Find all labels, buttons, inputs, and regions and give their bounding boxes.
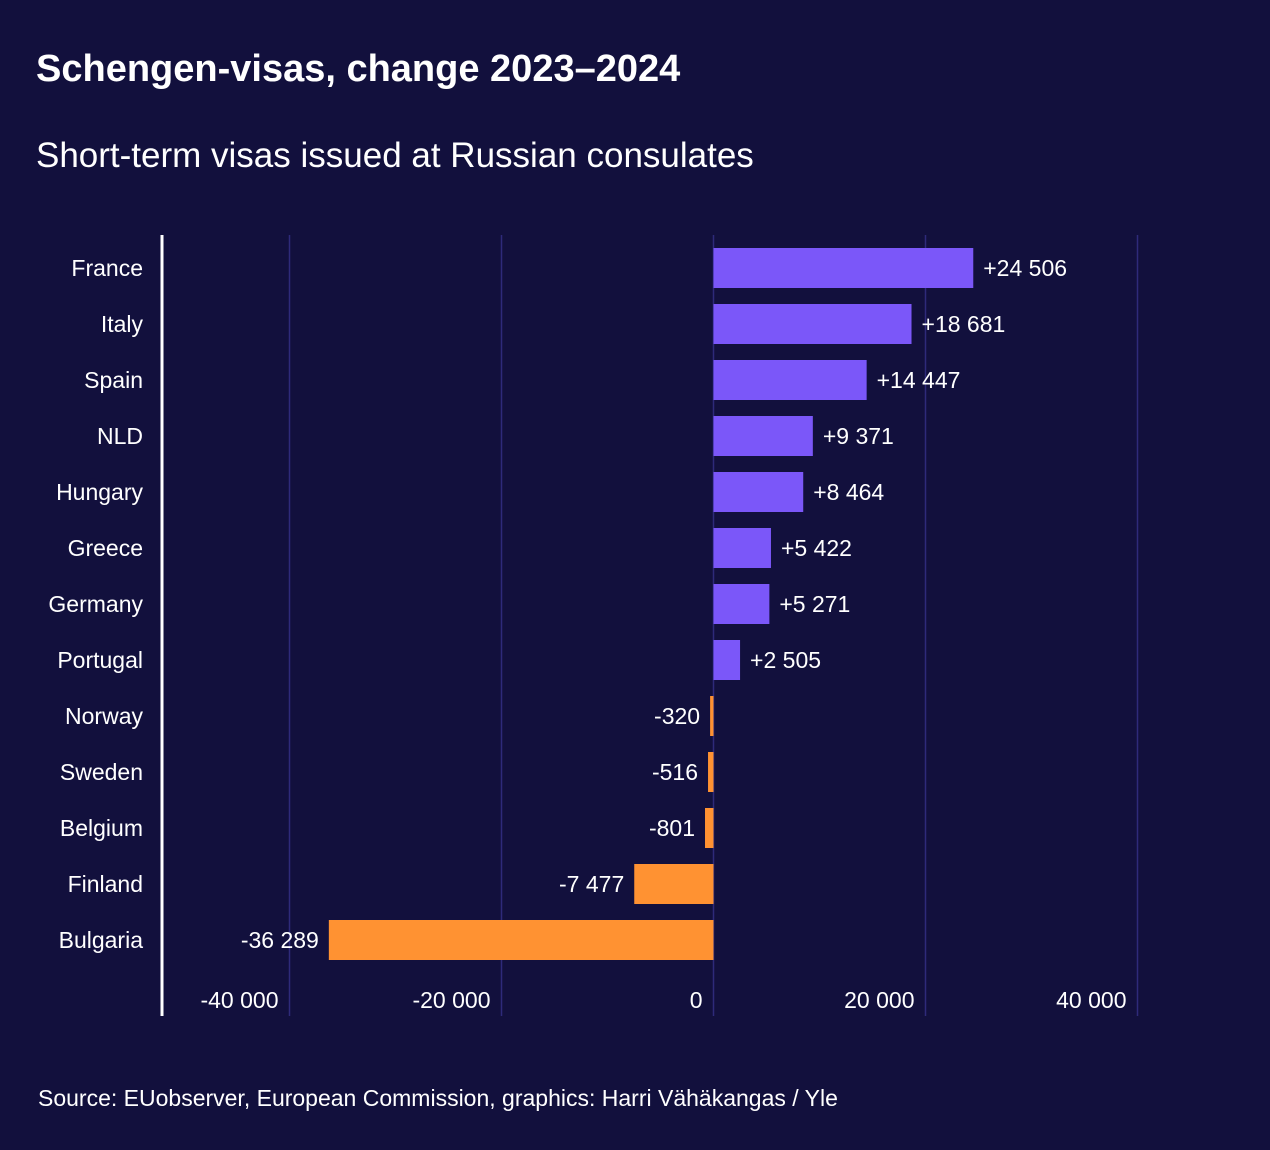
chart-title: Schengen-visas, change 2023–2024 <box>36 48 681 90</box>
data-label-portugal: +2 505 <box>750 647 821 673</box>
bar-belgium <box>705 808 714 848</box>
source-note: Source: EUobserver, European Commission,… <box>38 1085 838 1111</box>
category-label-nld: NLD <box>97 423 143 449</box>
bar-hungary <box>713 472 804 512</box>
bars <box>328 248 974 960</box>
bar-sweden <box>708 752 714 792</box>
bar-germany <box>713 584 770 624</box>
data-label-hungary: +8 464 <box>813 479 884 505</box>
category-label-sweden: Sweden <box>60 759 143 785</box>
category-label-germany: Germany <box>48 591 143 617</box>
category-label-france: France <box>71 255 143 281</box>
category-label-bulgaria: Bulgaria <box>59 927 144 953</box>
data-label-norway: -320 <box>654 703 700 729</box>
category-label-spain: Spain <box>84 367 143 393</box>
bar-nld <box>713 416 813 456</box>
x-tick-labels: -40 000 -20 000 0 20 000 40 000 <box>200 987 1126 1013</box>
bar-portugal <box>713 640 741 680</box>
data-label-nld: +9 371 <box>823 423 894 449</box>
bar-norway <box>710 696 714 736</box>
category-label-hungary: Hungary <box>56 479 143 505</box>
data-label-france: +24 506 <box>983 255 1067 281</box>
category-label-greece: Greece <box>68 535 143 561</box>
bar-spain <box>713 360 867 400</box>
data-label-bulgaria: -36 289 <box>241 927 319 953</box>
data-label-spain: +14 447 <box>877 367 961 393</box>
data-label-germany: +5 271 <box>779 591 850 617</box>
x-tick-label-0: -40 000 <box>200 987 278 1013</box>
category-label-finland: Finland <box>68 871 143 897</box>
bar-italy <box>713 304 912 344</box>
chart-subtitle: Short-term visas issued at Russian consu… <box>36 136 754 175</box>
category-label-belgium: Belgium <box>60 815 143 841</box>
data-label-belgium: -801 <box>649 815 695 841</box>
value-labels: +24 506 +18 681 +14 447 +9 371 +8 464 +5 422 +… <box>241 255 1067 953</box>
x-tick-label-3: 20 000 <box>844 987 914 1013</box>
data-label-finland: -7 477 <box>559 871 624 897</box>
bar-bulgaria <box>328 920 714 960</box>
data-label-italy: +18 681 <box>922 311 1006 337</box>
bar-finland <box>634 864 714 904</box>
x-tick-label-2: 0 <box>690 987 703 1013</box>
data-label-sweden: -516 <box>652 759 698 785</box>
bar-greece <box>713 528 771 568</box>
category-label-norway: Norway <box>65 703 143 729</box>
x-tick-label-1: -20 000 <box>412 987 490 1013</box>
category-label-portugal: Portugal <box>57 647 143 673</box>
data-label-greece: +5 422 <box>781 535 852 561</box>
bar-france <box>713 248 974 288</box>
x-tick-label-4: 40 000 <box>1056 987 1126 1013</box>
category-labels: France Italy Spain NLD Hungary Greece Germany P… <box>48 255 143 953</box>
category-label-italy: Italy <box>101 311 144 337</box>
